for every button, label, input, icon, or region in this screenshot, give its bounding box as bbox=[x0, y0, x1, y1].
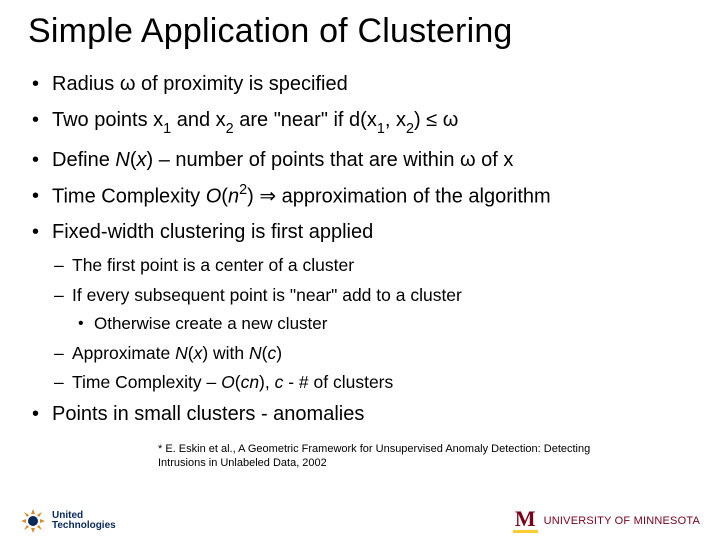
text: Approximate bbox=[72, 343, 175, 363]
rp: ) bbox=[276, 343, 282, 363]
sub-1b: 1 bbox=[377, 121, 385, 137]
bullet-anomalies: Points in small clusters - anomalies bbox=[28, 399, 692, 429]
text: ) bbox=[414, 109, 426, 131]
text: Time Complexity – bbox=[72, 372, 221, 392]
subbullet-first-point: The first point is a center of a cluster bbox=[28, 253, 692, 278]
sub-2b: 2 bbox=[406, 121, 414, 137]
bullet-fixed-width: Fixed-width clustering is first applied bbox=[28, 217, 692, 247]
text: of proximity is specified bbox=[135, 73, 347, 95]
sq: 2 bbox=[239, 182, 247, 198]
slide-title: Simple Application of Clustering bbox=[28, 12, 692, 51]
um-text: UNIVERSITY OF MINNESOTA bbox=[544, 515, 700, 527]
text: approximation of the algorithm bbox=[276, 185, 551, 207]
cn: cn bbox=[241, 372, 259, 392]
lp: ( bbox=[221, 185, 228, 207]
O: O bbox=[206, 185, 222, 207]
N2: N bbox=[249, 343, 262, 363]
text: Two points x bbox=[52, 109, 163, 131]
bullet-time-complexity: Time Complexity O(n2) ⇒ approximation of… bbox=[28, 181, 692, 212]
footnote-citation: * E. Eskin et al., A Geometric Framework… bbox=[28, 443, 692, 471]
sub-1: 1 bbox=[163, 121, 171, 137]
um-m-icon: M bbox=[513, 509, 538, 533]
n: n bbox=[228, 185, 239, 207]
text: ) with bbox=[202, 343, 249, 363]
footer-bar: United Technologies M UNIVERSITY OF MINN… bbox=[0, 506, 720, 540]
ut-line1: United bbox=[52, 510, 83, 521]
omega: ω bbox=[443, 109, 459, 131]
text: Time Complexity bbox=[52, 185, 206, 207]
text: - # of clusters bbox=[283, 372, 393, 392]
text: ), bbox=[259, 372, 275, 392]
logo-left-text: United Technologies bbox=[52, 511, 116, 532]
text: of x bbox=[476, 149, 514, 171]
x: x bbox=[137, 149, 147, 171]
text: Radius bbox=[52, 73, 120, 95]
leq: ≤ bbox=[426, 109, 437, 131]
ut-line2: Technologies bbox=[52, 520, 116, 531]
N: N bbox=[175, 343, 188, 363]
gear-icon bbox=[20, 508, 46, 534]
slide-container: Simple Application of Clustering Radius … bbox=[0, 0, 720, 540]
N: N bbox=[115, 149, 129, 171]
text: and x bbox=[171, 109, 225, 131]
O: O bbox=[221, 372, 235, 392]
bullet-define-nx: Define N(x) – number of points that are … bbox=[28, 145, 692, 175]
rp: ) bbox=[247, 185, 259, 207]
subbullet-subsequent: If every subsequent point is "near" add … bbox=[28, 283, 692, 308]
text: are "near" if d(x bbox=[234, 109, 377, 131]
lp: ( bbox=[130, 149, 137, 171]
bullet-radius: Radius ω of proximity is specified bbox=[28, 69, 692, 99]
text: ) – number of points that are within bbox=[147, 149, 461, 171]
subbullet-time-complexity: Time Complexity – O(cn), c - # of cluste… bbox=[28, 370, 692, 395]
omega: ω bbox=[120, 73, 136, 95]
bullet-near: Two points x1 and x2 are "near" if d(x1,… bbox=[28, 105, 692, 139]
logo-united-technologies: United Technologies bbox=[20, 508, 116, 534]
omega: ω bbox=[460, 149, 476, 171]
text: , x bbox=[385, 109, 406, 131]
logo-university-minnesota: M UNIVERSITY OF MINNESOTA bbox=[513, 509, 700, 533]
implies: ⇒ bbox=[259, 185, 276, 207]
c: c bbox=[267, 343, 276, 363]
subbullet-approximate: Approximate N(x) with N(c) bbox=[28, 341, 692, 366]
subsubbullet-otherwise: Otherwise create a new cluster bbox=[28, 312, 692, 337]
text: Define bbox=[52, 149, 115, 171]
bullet-list: Radius ω of proximity is specified Two p… bbox=[28, 69, 692, 429]
sub-2: 2 bbox=[226, 121, 234, 137]
